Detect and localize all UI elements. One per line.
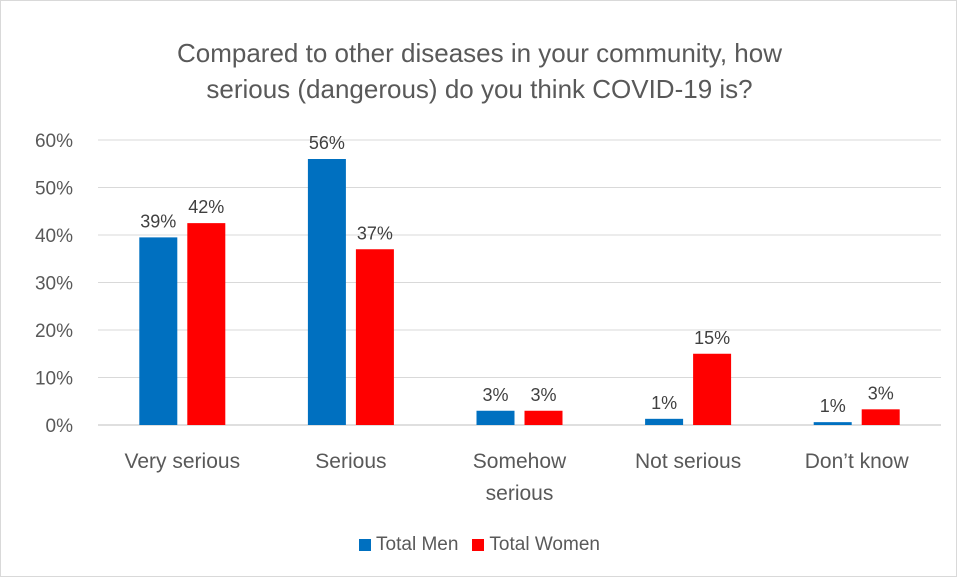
y-tick-label: 30% [35, 274, 73, 295]
chart-title: Compared to other diseases in your commu… [1, 35, 957, 107]
y-tick-label: 60% [35, 131, 73, 152]
bar [187, 223, 226, 425]
bar [355, 249, 394, 425]
y-tick-label: 10% [35, 369, 73, 390]
legend-label-men: Total Men [376, 534, 459, 555]
data-label: 3% [530, 385, 556, 405]
chart-legend: Total Men Total Women [1, 534, 957, 556]
data-label: 15% [694, 328, 730, 348]
x-tick-label: Serious [315, 450, 386, 473]
legend-swatch-women [472, 539, 485, 551]
x-tick-label: Very serious [125, 450, 241, 473]
y-tick-label: 40% [35, 226, 73, 247]
data-label: 42% [188, 197, 224, 217]
x-tick-label: Not serious [635, 450, 741, 473]
data-label: 3% [482, 385, 508, 405]
bar [307, 159, 346, 425]
chart-title-line-2: serious (dangerous) do you think COVID-1… [206, 74, 753, 104]
bar [645, 418, 684, 425]
bar [693, 353, 732, 425]
data-label: 1% [820, 396, 846, 416]
bar [813, 422, 852, 425]
bar [139, 237, 178, 425]
data-label: 1% [651, 393, 677, 413]
bar [524, 410, 563, 425]
y-tick-label: 0% [46, 416, 74, 437]
x-tick-label: Don’t know [805, 450, 910, 473]
data-label: 56% [309, 133, 345, 153]
bar [861, 409, 900, 425]
chart-title-line-1: Compared to other diseases in your commu… [176, 38, 783, 68]
bar [476, 410, 515, 425]
data-label: 39% [140, 211, 176, 231]
x-tick-label: serious [486, 482, 554, 505]
legend-label-women: Total Women [489, 534, 600, 555]
y-tick-label: 20% [35, 321, 73, 342]
y-tick-label: 50% [35, 179, 73, 200]
legend-item-men: Total Men [359, 534, 458, 556]
legend-item-women: Total Women [472, 534, 600, 556]
legend-swatch-men [359, 539, 372, 551]
data-label: 3% [868, 383, 894, 403]
x-tick-label: Somehow [473, 450, 567, 473]
data-label: 37% [357, 223, 393, 243]
